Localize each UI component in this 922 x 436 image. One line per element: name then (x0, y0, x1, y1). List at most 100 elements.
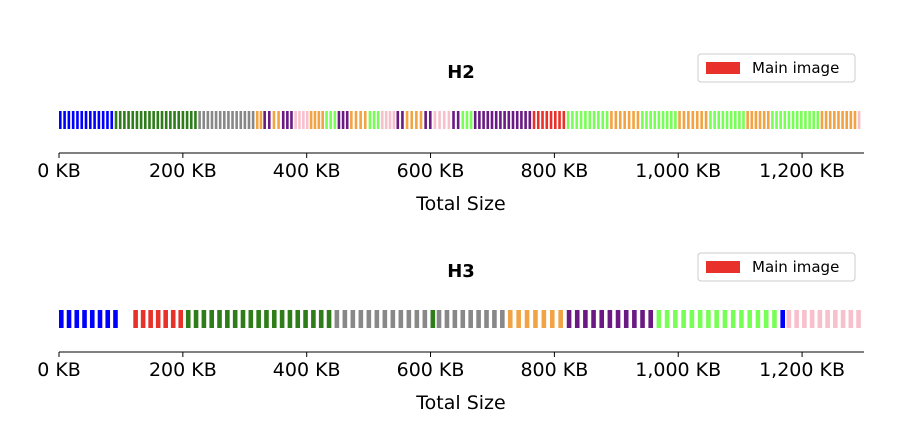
chart-h2-segment-mark (218, 111, 222, 129)
chart-h2-segment-mark (771, 111, 774, 129)
chart-h3-title: H3 (447, 261, 475, 282)
chart-h2-segment-mark (101, 111, 105, 129)
chart-h2-segment-mark (372, 111, 376, 129)
chart-h3-segment-mark (232, 310, 238, 328)
chart-h3-segment-mark (566, 310, 572, 328)
chart-h2-segment-mark (833, 111, 836, 129)
chart-h3-segment-mark (148, 310, 153, 328)
chart-h2-segment-mark (376, 111, 380, 129)
chart-h3-segment-mark (772, 310, 777, 328)
chart-h3-segment-mark (287, 310, 293, 328)
chart-h3-segment-mark (763, 310, 769, 328)
chart-h2-segment-mark (164, 111, 168, 129)
chart-h2-segment-mark (669, 111, 673, 129)
chart-h3-segment-mark (492, 310, 497, 328)
chart-h2-segment-mark (473, 111, 477, 129)
chart-h3-segment-mark (516, 310, 521, 328)
chart-h2-segment-mark (438, 111, 441, 129)
chart-h3-segment-mark (140, 310, 146, 328)
chart-h2-segment-mark (636, 111, 640, 129)
chart-h2-segment-mark (837, 111, 840, 129)
chart-h2-segment-mark (641, 111, 644, 129)
chart-h2-segment (325, 111, 337, 129)
chart-h3-segment-mark (406, 310, 412, 328)
chart-h2-segment-mark (189, 111, 193, 129)
chart-h2-segment-mark (623, 111, 626, 129)
chart-h3-segment-mark (155, 310, 161, 328)
chart-h2-segment-mark (305, 111, 309, 129)
chart-h3-segment-mark (739, 310, 744, 328)
chart-h2-segment (610, 111, 640, 129)
chart-h2-segment-mark (845, 111, 849, 129)
chart-h2-segment-mark (410, 111, 414, 129)
chart-h2-segment-mark (661, 111, 665, 129)
chart-h3-segment-mark (706, 310, 711, 328)
chart-h2-segment (452, 111, 460, 129)
chart-h3-segment-mark (256, 310, 261, 328)
chart-h3-segment-mark (59, 310, 64, 328)
chart-h2-segment-mark (267, 111, 271, 129)
chart-h3-segment-mark (794, 310, 799, 328)
chart-h3-tick-label: 800 KB (520, 359, 588, 381)
chart-h2-segment-mark (160, 111, 164, 129)
chart-h2-segment-mark (750, 111, 754, 129)
chart-h2-segment-mark (80, 111, 84, 129)
chart-h2-segment-mark (610, 111, 613, 129)
chart-h2-segment-mark (520, 111, 523, 129)
chart-h2-segment (746, 111, 770, 129)
chart-h2-segment (59, 111, 114, 129)
chart-h2-segment-mark (368, 111, 372, 129)
chart-h2-segment-mark (721, 111, 725, 129)
chart-h2-segment (405, 111, 423, 129)
chart-h3-segment-mark (178, 310, 184, 328)
chart-h3-segment-mark (225, 310, 230, 328)
chart-h2-segment-mark (198, 111, 201, 129)
chart-h2-segment-mark (114, 111, 118, 129)
chart-h2-segment-mark (302, 111, 305, 129)
chart-h2-segment-mark (206, 111, 210, 129)
chart-h2-segment (281, 111, 293, 129)
chart-h2-tick-label: 600 KB (397, 160, 465, 182)
chart-h2-segment-mark (800, 111, 803, 129)
chart-h2-segment-mark (779, 111, 782, 129)
chart-h2-legend-swatch (706, 62, 740, 74)
chart-h2-segment (433, 111, 451, 129)
chart-h2-segment-mark (247, 111, 251, 129)
chart-h3-legend-label: Main image (752, 258, 839, 276)
chart-h3-segment-mark (599, 310, 605, 328)
chart-h3-segment-mark (697, 310, 703, 328)
chart-h2-tick-label: 800 KB (520, 160, 588, 182)
chart-h2-segment-mark (579, 111, 583, 129)
chart-h2-segment-mark (396, 111, 400, 129)
chart-h3-segment (656, 310, 777, 328)
chart-h2-segment-mark (452, 111, 455, 129)
chart-h3-segment (334, 310, 428, 328)
chart-h3-segment (507, 310, 563, 328)
chart-h2-segment (424, 111, 432, 129)
chart-h2-segment-mark (298, 111, 301, 129)
chart-h2-segment-mark (742, 111, 745, 129)
chart-h3-segment-mark (185, 310, 191, 328)
chart-h3-segment-mark (366, 310, 372, 328)
chart-h3-segment-mark (248, 310, 254, 328)
chart-h2-segment-mark (562, 111, 566, 129)
chart-h2-segment-mark (853, 111, 857, 129)
chart-h2-segment-mark (281, 111, 285, 129)
chart-h2-segment (114, 111, 197, 129)
chart-h3-segment (566, 310, 653, 328)
chart-h2-segment-mark (442, 111, 446, 129)
chart-h3-segment-mark (840, 310, 846, 328)
chart-h2-segment-mark (194, 111, 197, 129)
chart-h3-segment-mark (574, 310, 580, 328)
chart-h2-segment-mark (337, 111, 341, 129)
chart-h3-segment-mark (271, 310, 277, 328)
chart-h3-segment-mark (217, 310, 222, 328)
chart-h2-segment-mark (106, 111, 109, 129)
chart-h2-segment-mark (649, 111, 652, 129)
chart-h2-tick-label: 0 KB (37, 160, 81, 182)
chart-h2-segment-mark (350, 111, 353, 129)
chart-h3-segment (133, 310, 184, 328)
chart-h2-segment-mark (816, 111, 820, 129)
chart-h2-segment-mark (354, 111, 358, 129)
chart-h2-segment-mark (259, 111, 263, 129)
